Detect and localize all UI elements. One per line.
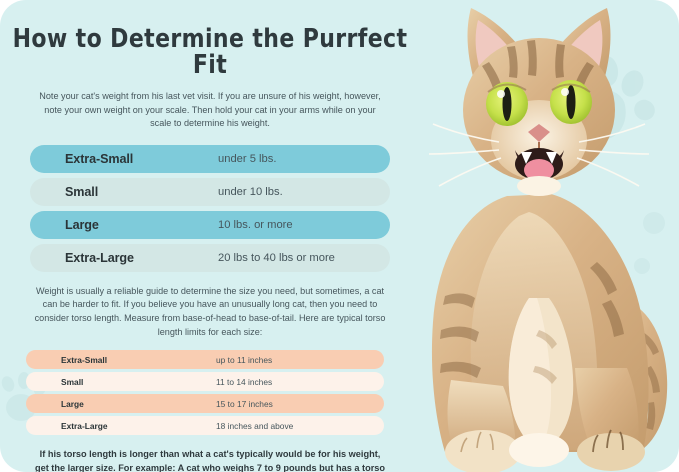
weight-size-table: Extra-Small under 5 lbs. Small under 10 … bbox=[30, 144, 390, 272]
table-row: Extra-Large 18 inches and above bbox=[26, 416, 384, 436]
table-row: Small under 10 lbs. bbox=[30, 177, 390, 206]
table-row: Extra-Small under 5 lbs. bbox=[30, 144, 390, 173]
size-range: under 10 lbs. bbox=[218, 185, 283, 198]
size-label: Extra-Large bbox=[65, 250, 134, 265]
size-range: 10 lbs. or more bbox=[218, 218, 293, 231]
middle-paragraph: Weight is usually a reliable guide to de… bbox=[34, 285, 386, 337]
size-range: under 5 lbs. bbox=[218, 152, 277, 165]
table-row: Large 15 to 17 inches bbox=[26, 394, 384, 414]
footer-paragraph: If his torso length is longer than what … bbox=[34, 449, 386, 472]
size-range: 20 lbs to 40 lbs or more bbox=[218, 251, 335, 264]
table-row: Large 10 lbs. or more bbox=[30, 210, 390, 239]
table-row: Extra-Large 20 lbs to 40 lbs or more bbox=[30, 243, 390, 272]
size-range: 11 to 14 inches bbox=[216, 376, 273, 387]
intro-paragraph: Note your cat's weight from his last vet… bbox=[39, 91, 381, 129]
size-label: Extra-Small bbox=[65, 151, 134, 166]
size-label: Small bbox=[65, 184, 99, 199]
size-range: 18 inches and above bbox=[216, 420, 294, 431]
page-title: How to Determine the Purrfect Fit bbox=[12, 24, 408, 80]
size-label: Large bbox=[65, 217, 99, 232]
size-label: Small bbox=[61, 376, 84, 387]
table-row: Extra-Small up to 11 inches bbox=[26, 350, 384, 370]
text-column: How to Determine the Purrfect Fit Note y… bbox=[12, 24, 408, 472]
cat-photo bbox=[411, 0, 679, 472]
table-row: Small 11 to 14 inches bbox=[26, 372, 384, 392]
size-range: up to 11 inches bbox=[216, 354, 273, 365]
size-label: Large bbox=[61, 398, 84, 409]
size-range: 15 to 17 inches bbox=[216, 398, 273, 409]
size-label: Extra-Small bbox=[61, 354, 108, 365]
size-label: Extra-Large bbox=[61, 420, 108, 431]
torso-length-table: Extra-Small up to 11 inches Small 11 to … bbox=[26, 350, 384, 436]
